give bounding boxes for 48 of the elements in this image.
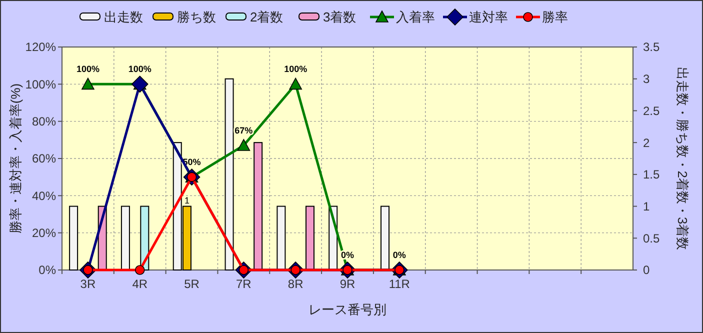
y2-axis-title: 出走数・勝ち数・2着数・3着数 xyxy=(675,66,690,250)
y-tick-label: 40% xyxy=(32,188,56,203)
data-label: 100% xyxy=(76,64,100,74)
legend-label: 入着率 xyxy=(396,10,435,25)
point xyxy=(289,78,302,90)
x-tick-label: 4R xyxy=(132,277,148,291)
legend-label: 2着数 xyxy=(250,10,284,25)
data-label: 67% xyxy=(234,125,253,136)
data-label: 0% xyxy=(392,250,406,260)
x-tick-label: 9R xyxy=(340,277,356,291)
y2-tick-label: 3.5 xyxy=(643,40,660,54)
legend-label: 勝ち数 xyxy=(177,10,216,25)
data-label: 1 xyxy=(184,195,190,206)
y-tick-label: 100% xyxy=(25,77,56,92)
legend-label: 勝率 xyxy=(542,10,568,25)
x-axis-title: レース番号別 xyxy=(308,302,386,317)
y2-tick-label: 0 xyxy=(643,263,650,278)
point xyxy=(134,265,145,275)
y-tick-label: 20% xyxy=(32,226,56,240)
point xyxy=(82,78,94,90)
x-tick-label: 11R xyxy=(388,277,410,291)
y-tick-label: 0% xyxy=(38,263,56,278)
y2-tick-label: 3 xyxy=(643,72,650,86)
y2-tick-label: 1 xyxy=(643,199,650,214)
data-label: 100% xyxy=(128,64,152,74)
point xyxy=(131,76,148,93)
point xyxy=(237,139,250,151)
y2-tick-label: 1.5 xyxy=(643,168,660,182)
legend-label: 3着数 xyxy=(323,10,356,25)
y2-tick-label: 0.5 xyxy=(643,231,660,246)
y2-tick-label: 2 xyxy=(643,136,650,150)
y2-tick-label: 2.5 xyxy=(643,104,660,118)
x-tick-label: 3R xyxy=(80,277,96,291)
x-tick-label: 7R xyxy=(236,277,252,291)
bar xyxy=(254,142,263,270)
bar xyxy=(276,206,286,270)
data-label: 100% xyxy=(284,64,308,74)
legend-label: 出走数 xyxy=(104,10,143,25)
x-tick-label: 8R xyxy=(288,277,304,291)
y-tick-label: 120% xyxy=(25,40,56,54)
bar xyxy=(380,206,390,270)
bar xyxy=(305,206,314,270)
x-tick-label: 5R xyxy=(184,277,200,291)
y-tick-label: 80% xyxy=(32,114,56,129)
legend-label: 連対率 xyxy=(469,10,508,25)
y-axis-title: 勝率・連対率・入着率(%) xyxy=(8,83,23,234)
bar xyxy=(120,206,130,270)
y-tick-label: 60% xyxy=(32,152,56,166)
